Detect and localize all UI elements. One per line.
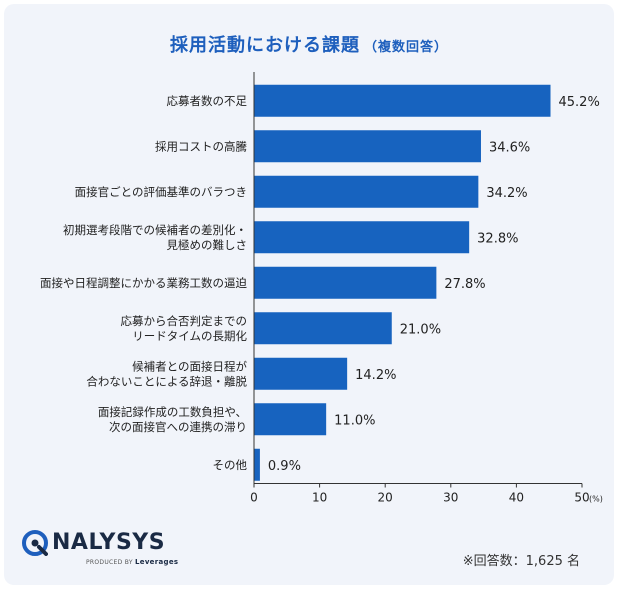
brand-name: NALYSYS [52, 530, 166, 555]
value-label-7: 14.2% [355, 368, 396, 383]
value-label-3: 34.2% [486, 186, 527, 201]
nalysys-logo-icon [22, 530, 48, 556]
category-label-2: 採用コストの高騰 [155, 139, 247, 153]
bar-chart: 応募者数の不足 45.2% 採用コストの高騰 34.6% 面接官ごとの評価基準のバラつき… [40, 72, 603, 505]
value-label-1: 45.2% [559, 95, 600, 110]
response-count-note: ※回答数：1,625 名 [462, 554, 580, 569]
category-label-6-line-2: リードタイムの長期化 [132, 329, 247, 343]
brand-tagline-prefix: PRODUCED BY [86, 559, 133, 566]
value-label-6: 21.0% [400, 322, 441, 337]
value-label-8: 11.0% [334, 413, 375, 428]
bar-1 [254, 84, 551, 117]
x-tick-label-40: 40 [509, 491, 524, 505]
category-label-3: 面接官ごとの評価基準のバラつき [75, 185, 247, 199]
x-axis-unit: (%) [589, 495, 603, 504]
category-label-7-line-1: 候補者との面接日程が [132, 359, 247, 373]
chart-title-main: 採用活動における課題 [169, 35, 360, 56]
chart-subtitle: （複数回答） [363, 40, 448, 55]
bar-3 [254, 175, 479, 208]
category-label-8-line-2: 次の面接官への連携の滞り [109, 420, 247, 434]
x-tick-label-10: 10 [312, 491, 327, 505]
x-tick-label-0: 0 [250, 491, 258, 505]
brand-tagline-company: Leverages [135, 558, 179, 566]
bar-8 [254, 403, 327, 436]
bar-9 [254, 448, 260, 481]
x-tick-label-30: 30 [443, 491, 458, 505]
category-label-7-line-2: 合わないことによる辞退・離脱 [86, 374, 247, 388]
category-label-9: その他 [213, 458, 248, 472]
bar-6 [254, 312, 392, 345]
bar-5 [254, 266, 437, 299]
category-label-1: 応募者数の不足 [167, 94, 248, 108]
x-tick-label-20: 20 [378, 491, 393, 505]
bar-2 [254, 130, 481, 163]
value-label-2: 34.6% [489, 140, 530, 155]
category-label-6-line-1: 応募から合否判定までの [121, 314, 248, 328]
bar-4 [254, 221, 470, 254]
value-label-9: 0.9% [268, 459, 301, 474]
chart-title: 採用活動における課題 （複数回答） [0, 31, 618, 57]
category-label-8-line-1: 面接記録作成の工数負担や、 [98, 405, 247, 419]
brand-tagline: PRODUCED BY Leverages [86, 558, 178, 566]
x-tick-label-50: 50 [574, 491, 589, 505]
category-label-4-line-2: 見極めの難しさ [167, 238, 248, 252]
bar-7 [254, 357, 348, 390]
value-label-4: 32.8% [477, 231, 518, 246]
value-label-5: 27.8% [444, 277, 485, 292]
category-label-4-line-1: 初期選考段階での候補者の差別化・ [63, 223, 247, 237]
category-label-5: 面接や日程調整にかかる業務工数の逼迫 [40, 276, 247, 290]
